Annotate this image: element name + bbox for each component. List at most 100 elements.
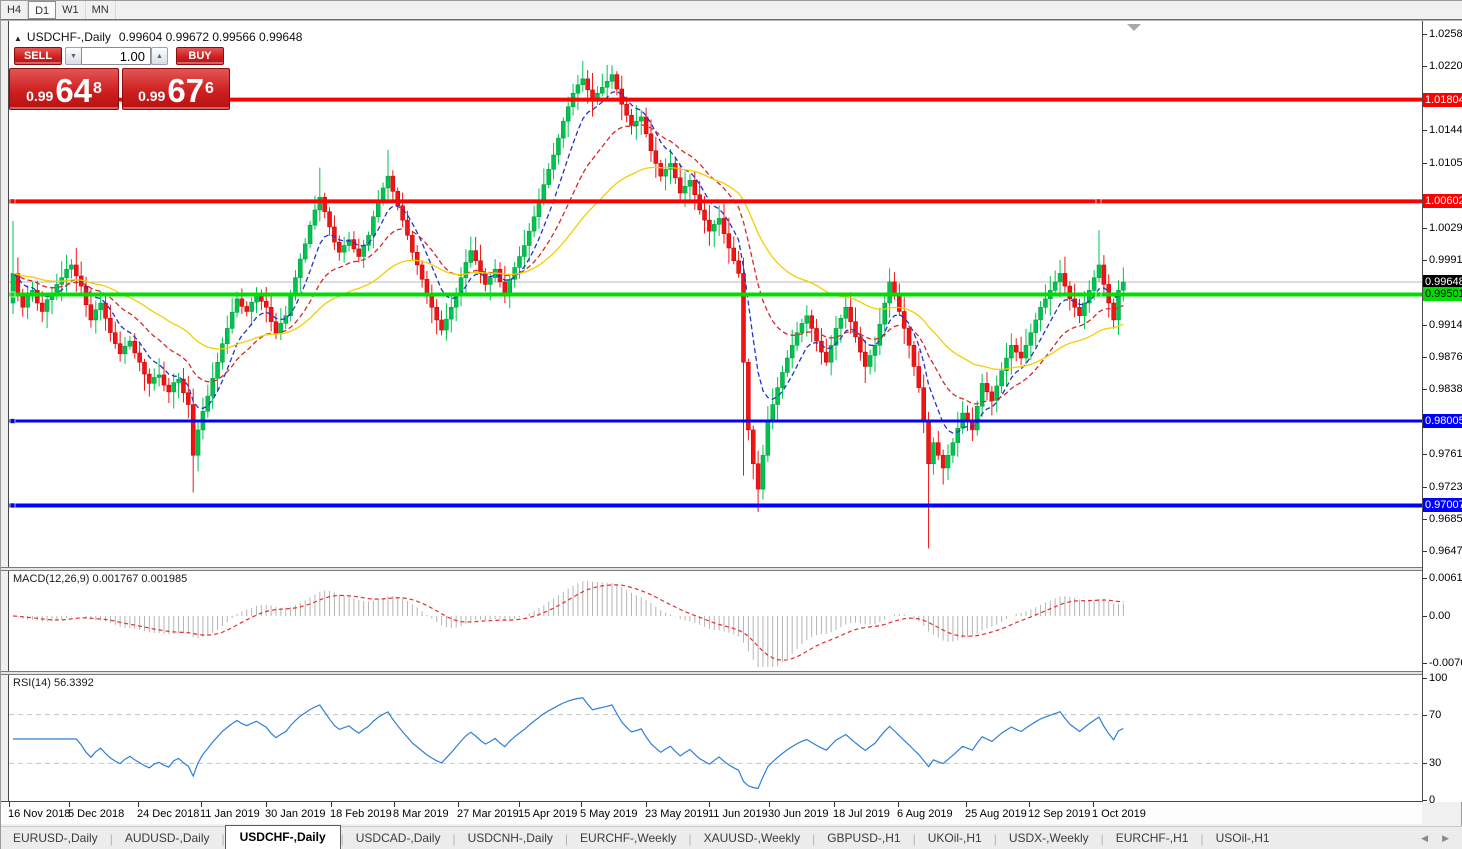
chart-tab-audusd-daily[interactable]: AUDUSD-,Daily	[124, 831, 210, 845]
tab-separator: |	[812, 831, 816, 846]
buy-button[interactable]: BUY	[176, 47, 224, 65]
price-axis-label: 0.96470	[1429, 544, 1462, 557]
price-axis-tick	[1423, 259, 1427, 261]
chart-tab-usdcad-daily[interactable]: USDCAD-,Daily	[355, 831, 441, 845]
date-axis[interactable]: 16 Nov 2018 5 Dec 2018 24 Dec 2018 11 Jan 2…	[1, 802, 1422, 824]
date-axis-label: 1 Oct 2019	[1092, 808, 1146, 820]
chart-tab-eurusd-daily[interactable]: EURUSD-,Daily	[13, 831, 98, 845]
price-level-badge: 1.00602	[1423, 194, 1462, 209]
chart-tab-gbpusd-h1[interactable]: GBPUSD-,H1	[827, 831, 901, 845]
date-axis-tick	[331, 802, 332, 807]
candlestick-chart[interactable]	[9, 21, 1422, 565]
chart-tab-usdx-weekly[interactable]: USDX-,Weekly	[1008, 831, 1089, 845]
date-axis-tick	[966, 802, 967, 807]
collapse-chart-icon[interactable]: ▲	[14, 34, 22, 43]
chart-tab-usdchf-daily[interactable]: USDCHF-,Daily	[224, 825, 341, 849]
macd-panel[interactable]: MACD(12,26,9) 0.001767 0.001985	[8, 571, 1423, 671]
macd-chart[interactable]	[9, 571, 1422, 669]
price-axis-tick	[1423, 550, 1427, 552]
tab-separator: |	[340, 831, 344, 846]
price-axis-tick	[1423, 454, 1427, 456]
tab-separator: |	[452, 831, 456, 846]
tab-scroll-left-icon[interactable]: ◀	[1421, 833, 1429, 843]
tab-separator: |	[109, 831, 113, 846]
date-axis-tick	[266, 802, 267, 807]
rsi-axis-tick	[1423, 763, 1427, 765]
sell-price-big: 64	[55, 72, 93, 109]
date-axis-tick	[898, 802, 899, 807]
macd-axis-label: 0.00	[1429, 610, 1451, 622]
volume-input[interactable]: 1.00	[81, 47, 151, 65]
date-axis-tick	[646, 802, 647, 807]
panel-bottom-border	[1, 801, 1462, 802]
date-axis-tick	[69, 802, 70, 807]
price-level-badge: 0.99501	[1423, 287, 1462, 302]
rsi-panel[interactable]: RSI(14) 56.3392	[8, 675, 1423, 801]
main-chart-panel[interactable]: ▲ USDCHF-,Daily 0.99604 0.99672 0.99566 0.…	[8, 21, 1423, 567]
price-level-badge: 0.99648	[1423, 275, 1462, 290]
sell-price-box[interactable]: 0.99 64 8	[9, 68, 119, 110]
date-axis-tick	[581, 802, 582, 807]
timeframe-button-mn[interactable]: MN	[86, 1, 116, 19]
tab-separator: |	[221, 831, 225, 846]
date-axis-label: 18 Jul 2019	[833, 808, 890, 820]
tab-scroll-right-icon[interactable]: ▶	[1442, 833, 1449, 843]
chart-tab-ukoil-h1[interactable]: UKOil-,H1	[927, 831, 982, 845]
rsi-chart[interactable]	[9, 675, 1422, 799]
date-axis-label: 15 Apr 2019	[518, 808, 578, 820]
chart-tab-eurchf-h1[interactable]: EURCHF-,H1	[1115, 831, 1189, 845]
timeframe-button-h4[interactable]: H4	[1, 1, 29, 19]
macd-axis-label: 0.00613	[1429, 571, 1462, 584]
date-axis-label: 11 Jan 2019	[200, 808, 260, 820]
sell-button[interactable]: SELL	[14, 47, 62, 65]
chart-tab-eurchf-weekly[interactable]: EURCHF-,Weekly	[580, 831, 677, 845]
date-axis-label: 5 May 2019	[580, 808, 638, 820]
price-axis-tick	[1423, 389, 1427, 391]
price-axis-label: 1.01440	[1429, 124, 1462, 137]
timeframe-button-d1[interactable]: D1	[28, 1, 57, 19]
date-axis-label: 24 Dec 2018	[137, 808, 200, 820]
volume-decrease-button[interactable]: ▼	[65, 47, 82, 65]
date-axis-tick	[9, 802, 10, 807]
sell-price-sup: 8	[93, 80, 102, 97]
timeframe-button-w1[interactable]: W1	[56, 1, 86, 19]
price-axis-tick	[1423, 227, 1427, 229]
macd-panel-splitter[interactable]	[1, 567, 1462, 571]
rsi-axis-tick	[1423, 678, 1427, 679]
date-axis-tick	[709, 802, 710, 807]
chart-tab-usoil-h1[interactable]: USOil-,H1	[1215, 831, 1270, 845]
chart-title: ▲ USDCHF-,Daily 0.99604 0.99672 0.99566 0.…	[14, 30, 302, 44]
date-axis-label: 6 Aug 2019	[897, 808, 953, 820]
chart-symbol-label: USDCHF-,Daily	[26, 30, 111, 44]
price-axis-border	[1422, 21, 1423, 802]
price-axis-tick	[1423, 486, 1427, 488]
rsi-indicator-label: RSI(14) 56.3392	[13, 677, 94, 689]
date-axis-tick	[519, 802, 520, 807]
date-axis-label: 18 Feb 2019	[330, 808, 392, 820]
date-axis-tick	[201, 802, 202, 807]
tab-separator: |	[1200, 831, 1204, 846]
date-axis-label: 30 Jun 2019	[768, 808, 829, 820]
rsi-panel-splitter[interactable]	[1, 671, 1462, 675]
volume-increase-button[interactable]: ▲	[151, 47, 168, 65]
buy-price-prefix: 0.99	[138, 88, 166, 104]
chart-tab-bar: EURUSD-,Daily | AUDUSD-,Daily | USDCHF-,Dail…	[1, 825, 1462, 849]
price-level-badge: 0.98005	[1423, 414, 1462, 429]
chart-tab-usdcnh-daily[interactable]: USDCNH-,Daily	[467, 831, 553, 845]
chart-tab-xauusd-weekly[interactable]: XAUUSD-,Weekly	[703, 831, 801, 845]
tab-separator: |	[912, 831, 916, 846]
buy-price-box[interactable]: 0.99 67 6	[122, 68, 230, 110]
timeframe-toolbar: H4 D1 W1 MN	[1, 1, 1462, 19]
price-axis-label: 1.02200	[1429, 60, 1462, 73]
date-axis-label: 27 Mar 2019	[457, 808, 519, 820]
date-axis-tick	[834, 802, 835, 807]
price-axis-label: 1.01050	[1429, 157, 1462, 170]
price-axis-label: 1.02580	[1429, 28, 1462, 40]
